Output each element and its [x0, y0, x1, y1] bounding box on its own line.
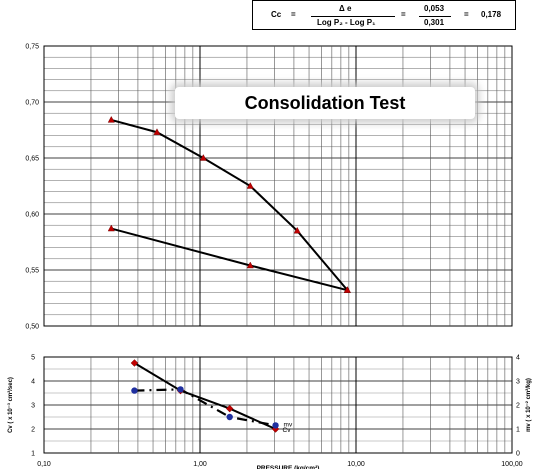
y-tick-label-right: 4	[516, 355, 520, 362]
cv-point	[130, 359, 139, 367]
axis-labels: 0,50 0,55 0,60 0,65 0,70 0,75 1 2 3 4 5 0 1 2 3 4 0,10 1,…	[7, 44, 532, 469]
x-tick-label: 1,00	[193, 461, 207, 468]
equals-sign: =	[401, 10, 406, 19]
fraction-line	[311, 16, 395, 17]
x-tick-label: 100,00	[501, 461, 523, 468]
mv-series-label: mv	[284, 421, 293, 428]
mv-point	[226, 413, 233, 421]
y-axis-title-right: mv ( x 10⁻² cm²/kg)	[525, 378, 532, 432]
y-tick-label-right: 3	[516, 379, 520, 386]
mv-line	[134, 388, 276, 427]
bottom-chart-grid	[43, 356, 513, 454]
x-tick-label: 10,00	[347, 461, 365, 468]
delta-e-numerator: Δ e	[339, 4, 352, 13]
x-axis-title: PRESSURE (kg/cm²)	[257, 465, 320, 469]
y-tick-label-right: 0	[516, 451, 520, 458]
y-tick-label: 0,65	[25, 156, 39, 163]
y-tick-label: 0,70	[25, 100, 39, 107]
data-point	[107, 115, 115, 123]
cc-result: 0,178	[481, 10, 502, 19]
y-tick-label: 0,55	[25, 268, 39, 275]
cv-line	[133, 362, 276, 430]
y-tick-label: 0,50	[25, 324, 39, 331]
y-tick-label-left: 3	[31, 403, 35, 410]
cc-formula-box: Cc = Δ e Log P₂ - Log P₁ = 0,053 0,301 =…	[252, 0, 516, 30]
series-markers	[107, 115, 351, 433]
log-denominator: Log P₂ - Log P₁	[317, 18, 376, 27]
cv-point	[225, 404, 234, 413]
data-point	[199, 154, 207, 161]
y-axis-title-left: Cv ( x 10⁻³ cm²/sec)	[7, 377, 14, 433]
chart-title-backdrop	[175, 87, 475, 119]
chart-title: Consolidation Test	[244, 93, 406, 113]
data-point	[246, 261, 254, 269]
x-tick-label: 0,10	[37, 461, 51, 468]
cv-series-label: Cv	[283, 427, 292, 434]
y-tick-label-right: 2	[516, 403, 520, 410]
y-tick-label: 0,60	[25, 212, 39, 219]
delta-e-value: 0,053	[424, 4, 445, 13]
mv-point	[177, 386, 184, 393]
equals-sign: =	[291, 10, 296, 19]
series-line	[111, 118, 349, 291]
data-point	[153, 128, 161, 135]
y-tick-label-left: 4	[31, 379, 35, 386]
data-point	[293, 226, 301, 234]
data-point	[343, 286, 351, 293]
y-tick-label-left: 5	[31, 355, 35, 362]
mv-point	[272, 422, 279, 429]
y-tick-label-right: 1	[516, 427, 520, 434]
value-fraction-line	[419, 16, 451, 17]
y-tick-label-left: 1	[31, 451, 35, 458]
y-tick-label: 0,75	[25, 44, 39, 51]
data-point	[107, 224, 115, 232]
log-diff-value: 0,301	[424, 18, 445, 27]
mv-point	[131, 387, 138, 394]
equals-sign: =	[464, 10, 469, 19]
data-point	[246, 182, 254, 189]
cc-label: Cc	[271, 10, 282, 19]
y-tick-label-left: 2	[31, 427, 35, 434]
